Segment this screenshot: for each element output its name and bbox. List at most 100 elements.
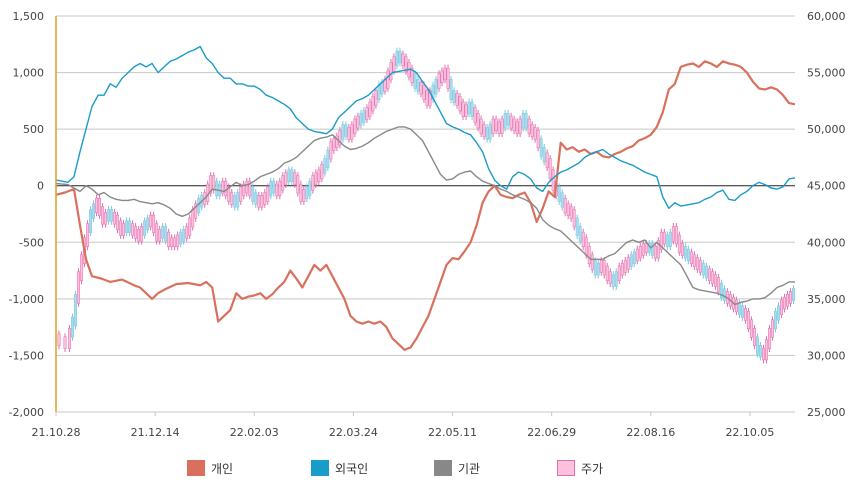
price-candle-body [689,251,693,265]
price-candle-body [629,254,633,267]
price-candle-body [371,96,375,112]
y-left-tick-label: -2,000 [9,406,44,419]
price-candle-body [233,195,237,208]
price-candle-body [482,124,486,137]
price-candle-body [350,124,354,140]
price-candle-body [674,226,678,245]
price-candle-body [398,50,402,64]
price-candle-body [488,124,492,140]
price-candle-body [602,260,606,276]
price-candle-body [425,90,429,106]
price-candle-body [131,223,135,236]
y-right-tick-label: 35,000 [807,293,846,306]
price-candle-body [497,121,501,134]
y-left-tick-label: -1,500 [9,349,44,362]
price-candle-body [305,186,309,199]
price-candle-body [792,288,795,301]
investor-trend-chart: 1,500 1,000 500 0 -500 -1,000 -1,500 -2,000 60,0… [9,10,846,439]
price-candle-body [786,294,789,307]
price-candle-body [71,316,74,338]
price-candle-body [272,180,276,194]
price-candle-body [320,163,324,180]
price-candle-body [461,101,465,117]
price-candle-body [533,127,537,140]
price-candle-body [476,113,480,129]
price-candle-body [173,237,177,248]
price-candle-body [536,130,540,149]
price-candle-body [323,158,327,174]
price-candle-body [63,336,67,349]
grid [56,15,795,413]
price-candle-body [188,217,192,236]
price-candle-body [641,243,645,256]
price-candle-body [707,268,711,282]
price-candle-body [161,226,165,239]
price-candle-body [500,118,504,134]
price-candle-body [545,152,549,168]
price-candle-body [314,172,318,185]
price-candle-body [122,223,126,236]
price-candle-body [164,226,168,242]
price-candle-body [251,186,255,202]
price-candle-body [347,127,351,140]
price-candle-body [77,271,80,304]
legend-item-institution[interactable]: 기관 [434,456,480,480]
price-candle-body [341,124,345,140]
y-left-tick-label: 1,000 [13,67,45,80]
price-candle-body [512,118,516,132]
price-candle-body [245,180,249,194]
legend-item-price[interactable]: 주가 [557,456,603,480]
price-candle-body [575,217,579,236]
legend-item-foreign[interactable]: 외국인 [311,456,368,480]
price-candle-body [722,288,726,301]
price-candle-body [317,169,321,183]
price-candle-body [605,265,609,282]
price-candle-body [737,302,741,315]
price-candle-body [569,206,573,219]
price-candle-body [101,206,105,225]
price-candle-body [57,333,61,347]
price-candle-body [368,101,372,117]
price-candle-body [653,245,657,259]
price-candle-body [338,130,342,146]
price-candle-body [287,169,291,183]
price-candle-body [626,257,630,270]
price-candle-body [146,217,150,231]
price-candle-body [638,245,642,259]
price-candle-body [335,135,339,149]
price-candle-body [110,209,114,222]
price-candle-body [209,175,213,194]
price-candle-body [389,62,393,81]
x-tick-label: 22.06.29 [527,426,576,439]
price-candle-body [89,209,92,233]
price-candle-body [194,203,198,219]
foreign-line [55,45,796,210]
price-candle-body [614,271,618,287]
price-candle-body [503,113,507,129]
price-candle-body [755,336,759,355]
price-candle-body [86,223,89,248]
price-candle-body [789,291,792,304]
price-candle-body [749,319,753,338]
price-candle-body [620,262,624,276]
legend-item-individual[interactable]: 개인 [187,456,233,480]
price-candle-body [774,311,777,330]
price-candle-body [170,237,174,248]
price-candle-body [452,90,456,103]
price-candle-body [263,192,267,205]
price-candle-body [221,180,225,194]
price-candle-body [113,212,117,225]
price-candle-body [449,79,453,100]
price-candle-body [242,183,246,197]
y-right-tick-label: 55,000 [807,67,846,80]
price-candle-body [266,186,270,202]
y-left-tick-label: 0 [37,180,44,193]
price-candle-body [401,53,405,67]
institution-line [55,126,795,306]
price-candle-body [467,101,471,115]
x-tick-label: 22.03.24 [329,426,378,439]
price-candle-body [257,195,261,208]
price-candle-body [419,81,423,95]
price-candle-body [356,115,360,129]
price-candle-body [617,265,621,282]
